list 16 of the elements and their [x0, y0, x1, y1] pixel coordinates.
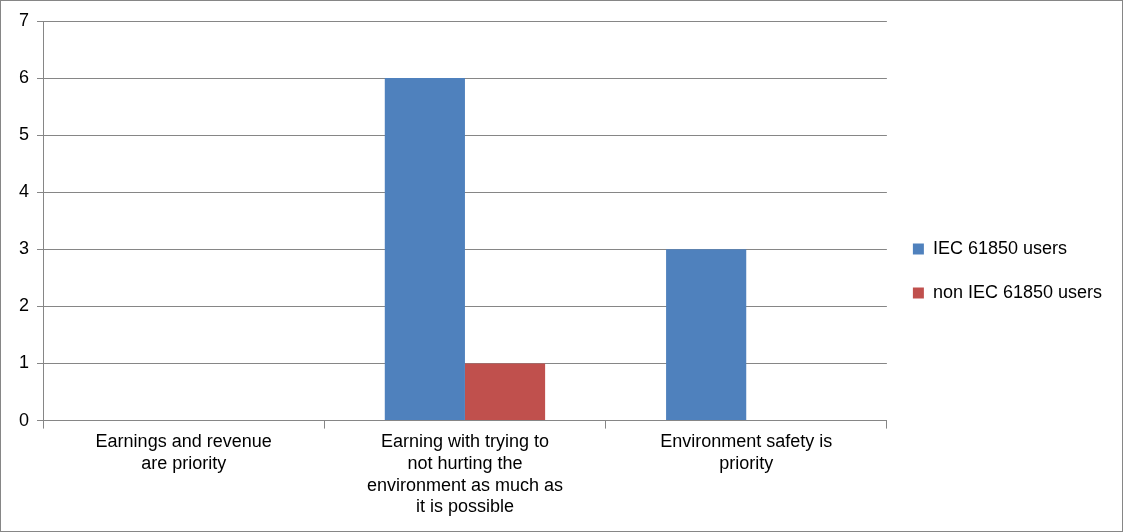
bar — [666, 249, 747, 421]
x-tick-label: Earnings and revenue are priority — [95, 431, 272, 473]
legend-label: IEC 61850 users — [932, 237, 1067, 258]
bar — [464, 363, 546, 421]
y-tick-label: 0 — [19, 409, 30, 430]
y-tick-label: 3 — [19, 238, 30, 259]
y-tick-label: 4 — [19, 181, 30, 202]
legend-label: non IEC 61850 users — [932, 281, 1103, 302]
y-tick-label: 7 — [19, 9, 30, 30]
y-tick-label: 6 — [19, 67, 30, 88]
x-tick-label: Environment safety is priority — [660, 431, 833, 473]
x-tick-label: Earning with trying to not hurting the environment as much as it is possible — [366, 431, 563, 517]
y-tick-label: 2 — [19, 295, 30, 316]
y-tick-label: 1 — [19, 352, 30, 373]
bar — [384, 78, 465, 421]
y-tick-label: 5 — [19, 124, 30, 145]
